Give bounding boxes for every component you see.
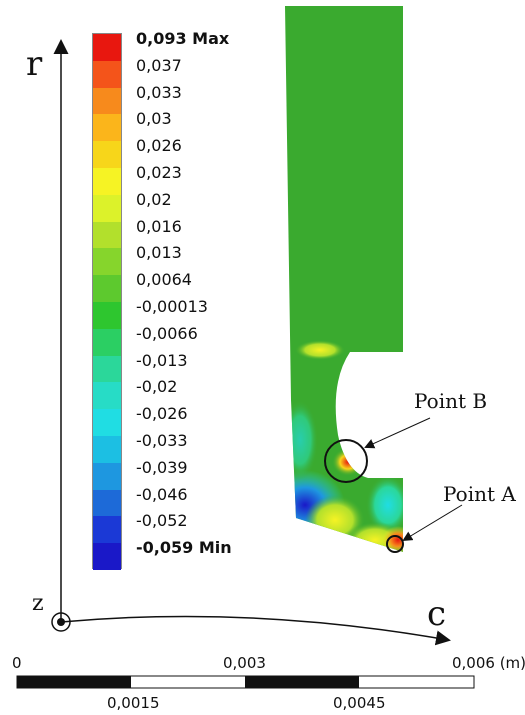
legend-band xyxy=(93,328,121,357)
legend-band xyxy=(93,141,121,169)
legend-band xyxy=(93,355,121,383)
point-b-marker xyxy=(324,439,368,483)
legend-label: 0,03 xyxy=(136,109,172,129)
legend-label: 0,02 xyxy=(136,189,172,209)
origin-outer-circle xyxy=(51,612,71,632)
r-axis-label: r xyxy=(26,44,43,84)
legend-band xyxy=(93,302,121,330)
scale-bar xyxy=(16,675,475,689)
scale-label-00015: 0,0015 xyxy=(107,694,160,712)
point-a-marker xyxy=(386,535,404,553)
legend-band xyxy=(93,543,121,571)
z-axis-label: z xyxy=(32,591,44,616)
origin-dot xyxy=(57,618,65,626)
legend-band xyxy=(93,60,121,89)
legend-band xyxy=(93,489,121,517)
legend-band xyxy=(93,34,121,62)
point-a-label: Point A xyxy=(443,482,516,506)
legend-label: -0,013 xyxy=(136,350,188,370)
legend-band xyxy=(93,275,121,303)
deformed-part xyxy=(276,6,403,552)
legend-band xyxy=(93,516,121,544)
legend-label: -0,00013 xyxy=(136,297,208,316)
legend-band xyxy=(93,194,121,223)
legend-label: 0,026 xyxy=(136,136,182,156)
legend-band xyxy=(93,409,121,437)
legend-label: -0,026 xyxy=(136,404,188,424)
legend-label: -0,039 xyxy=(136,457,188,477)
legend-band xyxy=(93,87,121,115)
legend-label: -0,046 xyxy=(136,484,188,504)
legend-label: 0,033 xyxy=(136,82,182,102)
legend-label: 0,037 xyxy=(136,55,182,75)
point-a-arrow xyxy=(402,504,463,542)
legend-label: 0,093 Max xyxy=(136,29,230,48)
scale-label-0006: 0,006 (m) xyxy=(452,654,525,672)
legend-band xyxy=(93,382,121,410)
legend-label: -0,02 xyxy=(136,377,178,397)
legend-band xyxy=(93,436,121,464)
horizontal-axis xyxy=(60,615,451,646)
legend-band xyxy=(93,114,121,142)
legend-label: 0,023 xyxy=(136,163,182,182)
legend-label: -0,033 xyxy=(136,431,188,450)
scale-label-0003: 0,003 xyxy=(223,654,266,672)
legend-label: -0,052 xyxy=(136,511,188,531)
c-axis-label: c xyxy=(427,594,447,634)
point-b-label: Point B xyxy=(414,389,488,413)
legend-label: -0,0066 xyxy=(136,323,198,343)
point-b-arrow xyxy=(364,417,431,449)
scale-label-0: 0 xyxy=(12,654,22,672)
legend-label: 0,0064 xyxy=(136,270,192,290)
legend-color-bar xyxy=(92,33,122,571)
legend-band xyxy=(93,462,121,491)
legend-label: 0,013 xyxy=(136,243,182,263)
legend-label: -0,059 Min xyxy=(136,538,232,558)
scale-label-00045: 0,0045 xyxy=(333,694,386,712)
legend-band xyxy=(93,168,121,196)
legend-label: 0,016 xyxy=(136,216,182,236)
legend-band xyxy=(93,248,121,276)
legend-band xyxy=(93,221,121,249)
